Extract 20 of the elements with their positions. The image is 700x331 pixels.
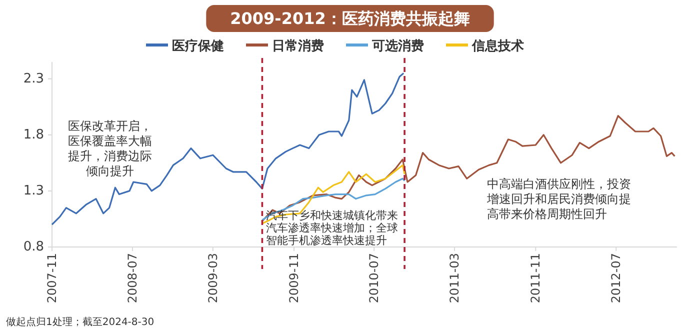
- legend-label: 信息技术: [471, 38, 524, 54]
- x-tick-label: 2011-03: [448, 253, 462, 304]
- annotation: 医保改革开启，医保覆盖率大幅提升，消费边际倾向提升: [68, 119, 152, 178]
- x-tick-label: 2011-11: [528, 253, 543, 304]
- x-tick-label: 2009-11: [286, 253, 301, 304]
- x-tick-label: 2009-03: [206, 253, 220, 304]
- y-tick-label: 0.8: [23, 240, 44, 254]
- x-tick-label: 2008-07: [125, 253, 140, 304]
- text: 做起点归1处理；截至2024-8-30: [6, 316, 154, 328]
- legend-label: 可选消费: [371, 39, 424, 54]
- y-tick-label: 1.8: [23, 127, 44, 142]
- legend-label: 医疗保健: [172, 38, 224, 54]
- legend-label: 日常消费: [272, 39, 324, 54]
- y-tick-label: 2.3: [23, 71, 44, 86]
- annotation: 中高端白酒供应刚性，投资增速回升和居民消费倾向提高带来价格周期性回升: [486, 177, 631, 221]
- x-tick-label: 2012-07: [609, 253, 624, 304]
- y-tick-label: 1.3: [23, 183, 44, 198]
- x-tick-label: 2007-11: [45, 253, 59, 304]
- x-tick-label: 2010-07: [367, 253, 382, 304]
- chart-title: 2009-2012：医药消费共振起舞: [230, 9, 470, 28]
